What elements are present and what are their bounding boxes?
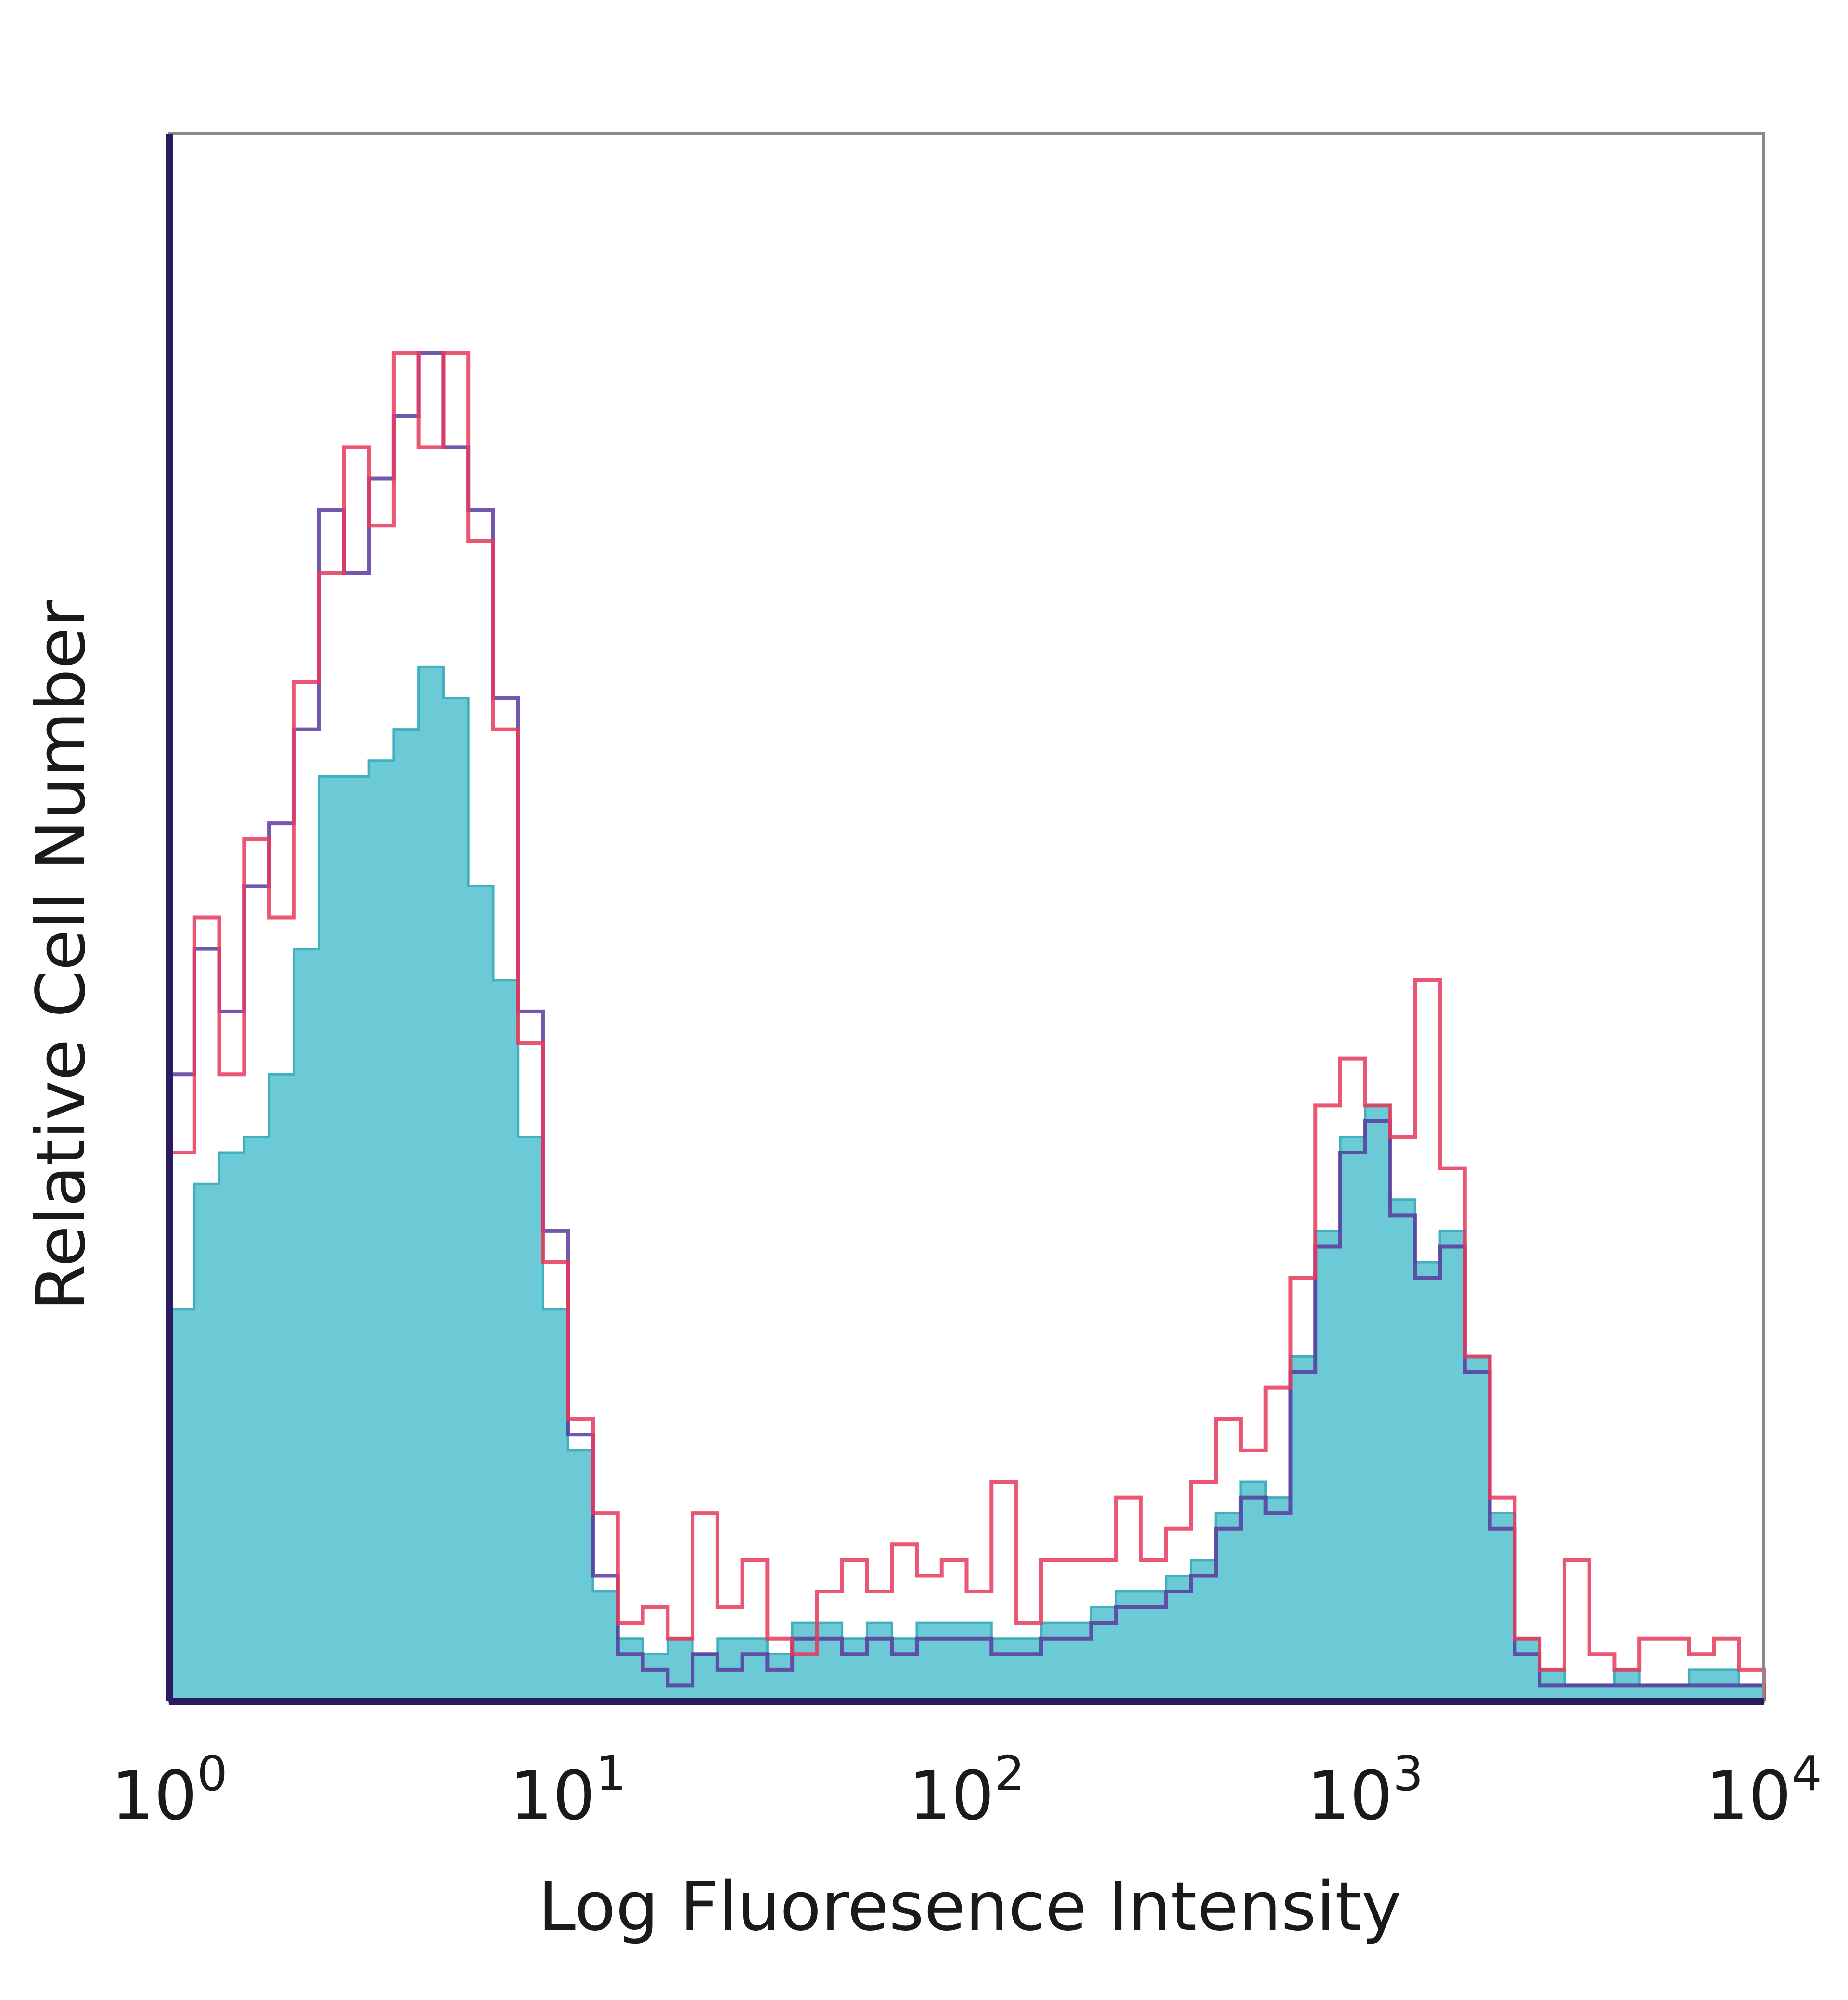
histogram-series-1	[167, 351, 1766, 1701]
x-tick-labels: 100 101 102 103 104	[111, 1745, 1822, 1835]
x-tick-label: 100	[111, 1745, 228, 1835]
y-axis-label: Relative Cell Number	[22, 600, 101, 1311]
x-tick-label: 103	[1307, 1745, 1424, 1835]
histogram-bin-s2-56	[1565, 1560, 1590, 1701]
x-tick-label: 104	[1706, 1745, 1822, 1835]
x-axis-label: Log Fluoresence Intensity	[538, 1868, 1401, 1946]
histogram-series-0	[168, 665, 1765, 1703]
x-tick-label: 101	[510, 1745, 626, 1835]
series-layer	[167, 351, 1766, 1703]
x-tick-label: 102	[909, 1745, 1025, 1835]
histogram-series-2	[167, 351, 1766, 1701]
